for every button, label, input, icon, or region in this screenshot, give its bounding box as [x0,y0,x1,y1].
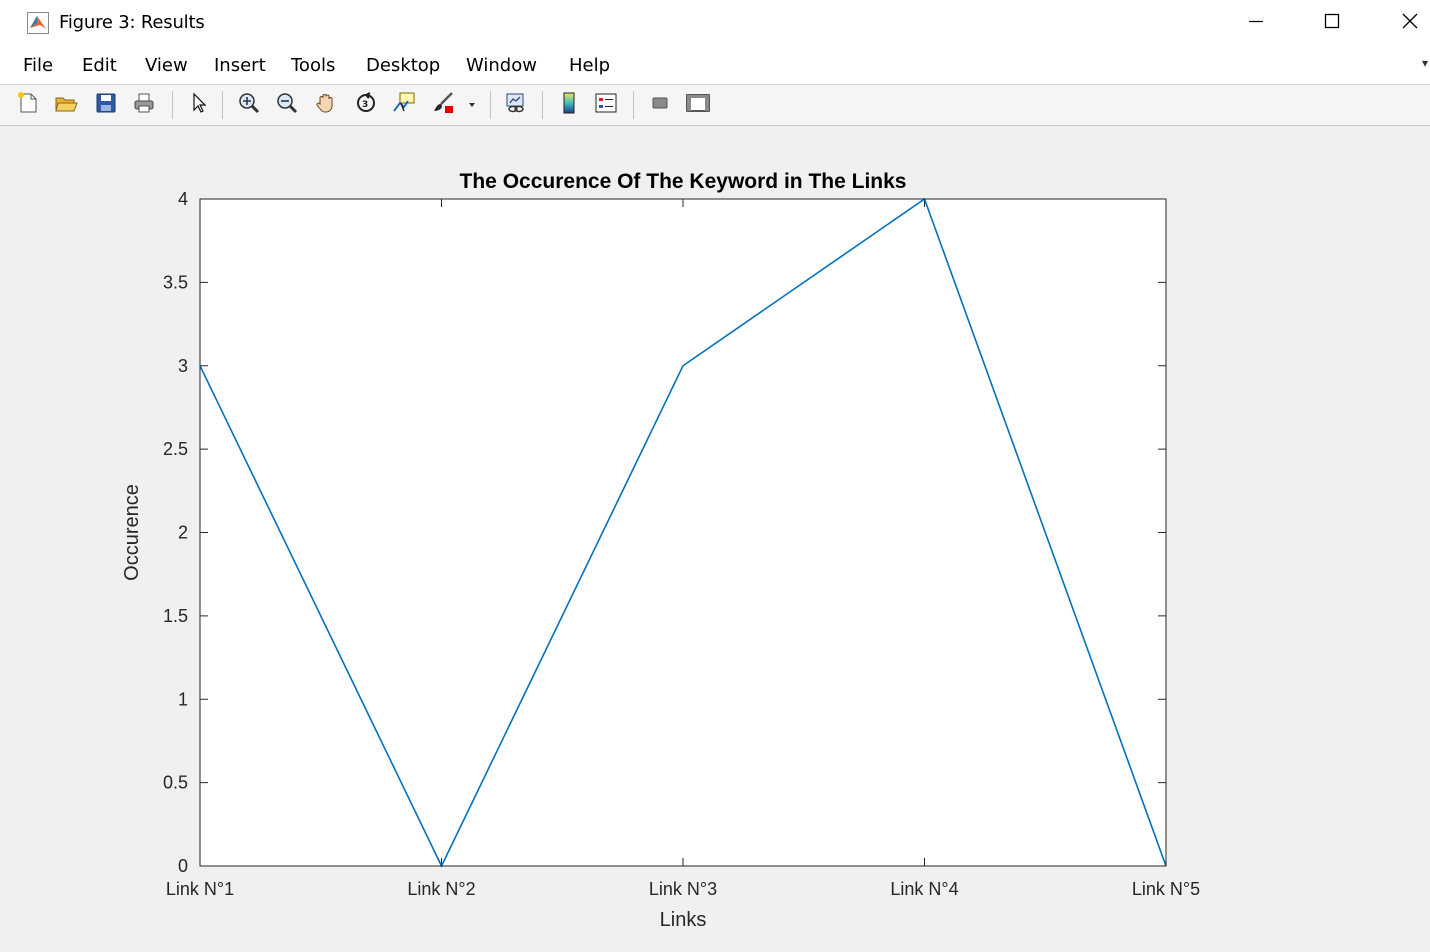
matlab-logo-icon [27,12,49,34]
toolbar-separator [222,91,223,119]
menu-insert[interactable]: Insert [214,55,266,76]
brush-icon [432,91,456,120]
series-line [199,197,1167,868]
print-icon [132,91,156,120]
y-tick-label: 3 [178,356,188,376]
zoom-in-button[interactable] [235,91,263,119]
minimize-button[interactable] [1226,0,1286,46]
y-tick-label: 2 [178,523,188,543]
insert-colorbar-button[interactable] [555,91,583,119]
zoom-in-icon [237,91,261,120]
figure-toolbar: 3 [0,85,1430,126]
window-titlebar: Figure 3: Results [0,0,1430,46]
toolbar-separator [172,91,173,119]
edit-plot-arrow-icon [187,91,211,120]
menu-file[interactable]: File [23,55,54,76]
toolbar-separator [633,91,634,119]
rotate-3d-button[interactable]: 3 [352,91,380,119]
open-file-icon [54,91,78,120]
axes-box [199,198,1167,867]
close-icon [1401,12,1419,35]
axes-background [200,199,1166,866]
figure-canvas: 0 0.5 1 1.5 2 2.5 3 3.5 4 Link N°1 Link N°2 Link N°… [14,126,1430,952]
new-figure-icon [16,91,40,120]
insert-legend-icon [594,91,618,120]
menu-view[interactable]: View [145,55,188,76]
hide-plot-tools-button[interactable] [646,91,674,119]
menu-edit[interactable]: Edit [82,55,117,76]
x-tick-label: Link N°4 [890,879,958,899]
zoom-out-icon [275,91,299,120]
window-title: Figure 3: Results [59,12,205,33]
edit-plot-button[interactable] [185,91,213,119]
pan-button[interactable] [312,91,340,119]
data-cursor-icon [392,91,416,120]
save-button[interactable] [92,91,120,119]
hide-plot-tools-icon [648,91,672,120]
minimize-icon [1247,12,1265,35]
insert-colorbar-icon [557,91,581,120]
menu-window[interactable]: Window [466,55,537,76]
link-plot-icon [504,91,528,120]
y-tick-label: 3.5 [163,272,188,292]
print-button[interactable] [130,91,158,119]
menu-overflow-chevron-icon[interactable]: ▾ [1421,56,1428,70]
y-tick-label: 4 [178,189,188,209]
menu-bar: File Edit View Insert Tools Desktop Wind… [0,46,1430,85]
brush-dropdown-button[interactable] [465,91,479,119]
y-tick-label: 0.5 [163,773,188,793]
svg-text:3: 3 [362,100,368,110]
toolbar-separator [542,91,543,119]
x-axis-label: Links [660,909,707,931]
insert-legend-button[interactable] [592,91,620,119]
link-plot-button[interactable] [502,91,530,119]
x-tick-label: Link N°3 [649,879,717,899]
y-tick-label: 1 [178,689,188,709]
zoom-out-button[interactable] [273,91,301,119]
save-icon [94,91,118,120]
y-axis-label: Occurence [121,484,143,581]
data-cursor-button[interactable] [390,91,418,119]
line-chart[interactable]: 0 0.5 1 1.5 2 2.5 3 3.5 4 Link N°1 Link N°2 Link N°… [14,126,1430,952]
show-plot-tools-button[interactable] [684,91,712,119]
menu-help[interactable]: Help [569,55,611,76]
menu-desktop[interactable]: Desktop [366,55,441,76]
y-tick-label: 0 [178,856,188,876]
open-file-button[interactable] [52,91,80,119]
brush-button[interactable] [430,91,458,119]
rotate-3d-icon: 3 [354,91,378,120]
menu-tools[interactable]: Tools [291,55,336,76]
x-tick-label: Link N°2 [407,879,475,899]
new-figure-button[interactable] [14,91,42,119]
x-tick-label: Link N°1 [166,879,234,899]
chart-title: The Occurence Of The Keyword in The Link… [460,170,907,193]
chevron-down-icon [468,96,476,114]
show-plot-tools-icon [685,91,711,120]
toolbar-separator [490,91,491,119]
y-tick-label: 1.5 [163,606,188,626]
close-button[interactable] [1380,0,1430,46]
pan-hand-icon [314,91,338,120]
y-tick-label: 2.5 [163,439,188,459]
maximize-button[interactable] [1302,0,1362,46]
x-tick-label: Link N°5 [1132,879,1200,899]
maximize-icon [1323,12,1341,35]
